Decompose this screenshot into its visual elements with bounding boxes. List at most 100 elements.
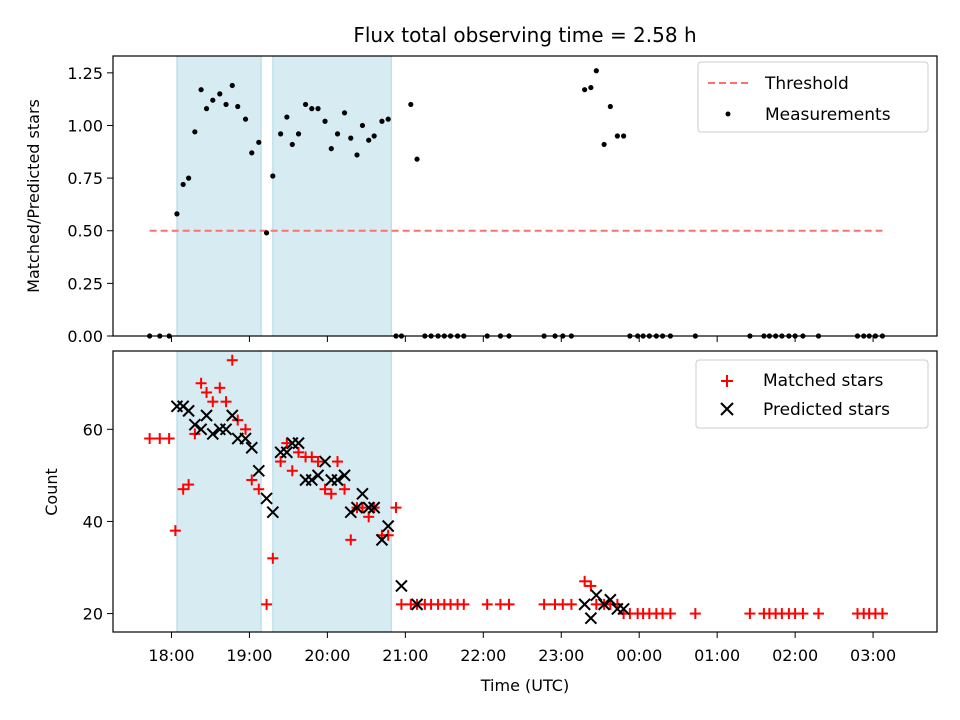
y-tick-label: 0.00 [67, 327, 103, 346]
predicted-point [245, 441, 258, 454]
top-legend: Threshold Measurements [697, 61, 929, 133]
predicted-point-b [375, 533, 389, 547]
matched-point [207, 396, 219, 408]
y-tick-label: 40 [83, 512, 103, 531]
matched-point [275, 456, 287, 468]
matched-point [154, 433, 166, 445]
predicted-point [381, 519, 395, 533]
predicted-point [318, 455, 332, 468]
measurement-point [302, 101, 309, 108]
matched-point [876, 608, 888, 620]
predicted-point [395, 579, 408, 593]
top-plot-area: 0.00 0.25 0.50 0.75 1.00 1.25 [67, 55, 938, 346]
predicted-point [331, 473, 344, 487]
x-axis-label: Time (UTC) [480, 676, 569, 695]
matched-point [332, 456, 344, 468]
predicted-point-b [188, 418, 202, 431]
measurement-point [223, 101, 229, 108]
matched-point [306, 451, 318, 463]
predicted-point-b [252, 464, 265, 477]
predicted-point [194, 423, 208, 436]
predicted-point [292, 436, 305, 450]
predicted-point [200, 409, 213, 422]
predicted-point [188, 418, 202, 431]
predicted-point [182, 404, 195, 418]
matched-point [189, 428, 201, 440]
y-tick-label: 1.25 [67, 64, 103, 83]
measurement-point [235, 103, 241, 110]
matched-point [339, 483, 351, 495]
y-tick-label: 20 [83, 605, 103, 624]
matched-point [382, 529, 394, 541]
matched-legend-label: Matched stars [763, 371, 883, 391]
measurement-point [210, 97, 216, 103]
predicted-point-b [356, 487, 369, 501]
measurement-point [322, 118, 328, 124]
predicted-point-b [280, 446, 294, 459]
matched-point [240, 423, 252, 435]
measurement-point [371, 133, 377, 139]
x-tick-label: 21:00 [382, 646, 428, 665]
measurement-point [334, 131, 341, 137]
matched-point [169, 525, 181, 537]
x-tick-label: 20:00 [304, 646, 350, 665]
matched-point [664, 608, 676, 620]
predicted-point-b [200, 409, 213, 422]
matched-point [481, 598, 493, 610]
measurement-point [385, 116, 391, 122]
predicted-point-b [381, 519, 395, 533]
measurement-point [607, 103, 613, 110]
predicted-point-b [318, 455, 332, 468]
matched-point [585, 580, 597, 592]
predicted-point-b [367, 501, 381, 514]
x-tick-label: 00:00 [616, 646, 662, 665]
measurements-legend-marker [725, 111, 731, 117]
measurement-point [256, 139, 262, 145]
measurement-point [414, 156, 420, 162]
matched-point [246, 474, 258, 486]
predicted-point [239, 432, 252, 445]
predicted-point-b [590, 588, 603, 602]
predicted-point-b [194, 423, 208, 436]
matched-point [281, 437, 293, 449]
measurement-point [284, 114, 290, 120]
x-tick-label: 18:00 [148, 646, 194, 665]
measurement-point [315, 106, 321, 112]
predicted-point-b [219, 423, 233, 436]
matched-point [689, 608, 701, 620]
predicted-point [338, 469, 351, 482]
matched-point [797, 608, 809, 620]
predicted-point-b [338, 469, 351, 482]
predicted-point-b [331, 473, 344, 487]
predicted-point-b [266, 506, 280, 519]
predicted-point [367, 501, 381, 514]
matched-point [319, 483, 331, 495]
predicted-point-b [362, 501, 375, 514]
matched-point [390, 502, 402, 514]
x-tick-label: 19:00 [226, 646, 272, 665]
bottom-legend: Matched stars Predicted stars [695, 359, 929, 429]
predicted-point [584, 611, 598, 625]
predicted-point-b [604, 593, 617, 606]
predicted-point [344, 506, 357, 519]
bottom-plot-area: 20 40 60 18:00 19:00 20:00 21:00 22:00 23:00 00:0… [83, 350, 938, 665]
measurement-point [341, 110, 348, 116]
matched-point [144, 433, 156, 445]
observing-band-0 [176, 350, 262, 633]
predicted-point [356, 487, 369, 501]
measurement-point [408, 101, 414, 108]
measurement-point [588, 84, 594, 91]
measurement-point [270, 173, 276, 179]
measurement-point [203, 106, 210, 112]
predicted-point [219, 423, 233, 436]
predicted-point [604, 593, 617, 606]
predicted-point [260, 492, 273, 505]
matched-point [538, 598, 550, 610]
measurement-point [354, 152, 360, 158]
y-tick-label: 1.00 [67, 116, 103, 135]
measurement-point [309, 106, 315, 112]
matched-point [293, 446, 305, 458]
predicted-point [578, 598, 591, 611]
predicted-point-b [182, 404, 195, 418]
observing-band-1 [272, 55, 392, 337]
